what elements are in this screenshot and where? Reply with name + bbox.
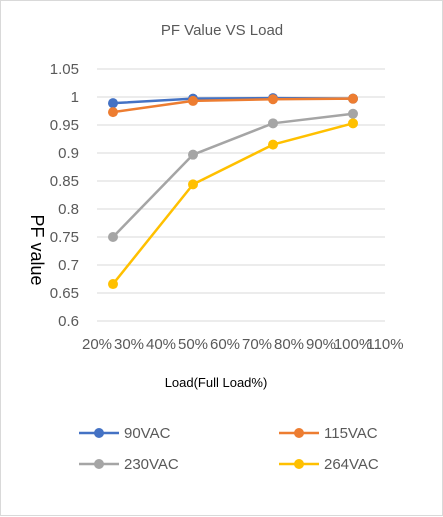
data-point-230VAC-75	[268, 118, 278, 129]
data-point-230VAC-25	[108, 232, 118, 242]
legend-entry: 264VAC	[279, 456, 379, 473]
y-tick-label: 0.6	[58, 313, 79, 330]
data-point-115VAC-50	[188, 95, 198, 106]
y-tick-label: 0.75	[50, 229, 79, 246]
x-tick-label: 100%	[334, 336, 372, 353]
legend-entry: 90VAC	[79, 425, 171, 442]
legend-label: 230VAC	[124, 456, 179, 473]
data-point-230VAC-100	[348, 108, 358, 119]
gridlines	[97, 68, 385, 322]
series-264VAC	[108, 118, 358, 290]
x-tick-label: 50%	[178, 336, 208, 353]
series-line-115VAC	[112, 97, 354, 114]
data-point-90VAC-25	[108, 98, 118, 109]
y-axis-tick-labels: 0.6 0.65 0.7 0.75 0.8 0.85 0.9 0.95 1 1.05	[50, 61, 79, 330]
data-point-264VAC-50	[188, 179, 198, 190]
series-line-264VAC	[112, 122, 354, 285]
legend: 90VAC 115VAC 230VAC 264VAC	[79, 425, 379, 473]
data-point-115VAC-100	[348, 93, 358, 104]
y-tick-label: 0.85	[50, 173, 79, 190]
y-tick-label: 1.05	[50, 61, 79, 78]
legend-label: 264VAC	[324, 456, 379, 473]
data-point-115VAC-75	[268, 94, 278, 105]
data-point-264VAC-100	[348, 118, 358, 129]
legend-marker	[294, 459, 304, 469]
legend-marker	[94, 459, 104, 469]
y-tick-label: 0.8	[58, 201, 79, 218]
legend-label: 90VAC	[124, 425, 171, 442]
y-axis-title: PF value	[27, 214, 47, 285]
x-tick-label: 110%	[366, 336, 403, 353]
x-tick-label: 90%	[306, 336, 336, 353]
x-tick-label: 30%	[114, 336, 144, 353]
legend-entry: 230VAC	[79, 456, 179, 473]
legend-marker	[294, 428, 304, 438]
x-tick-label: 70%	[242, 336, 272, 353]
data-point-115VAC-25	[108, 107, 118, 118]
data-point-264VAC-75	[268, 139, 278, 150]
y-tick-label: 0.9	[58, 145, 79, 162]
y-tick-label: 0.95	[50, 117, 79, 134]
x-tick-label: 40%	[146, 336, 176, 353]
y-tick-label: 1	[71, 89, 79, 106]
x-tick-label: 60%	[210, 336, 240, 353]
legend-label: 115VAC	[324, 425, 378, 442]
data-point-264VAC-25	[108, 279, 118, 290]
x-axis-tick-labels: 20% 30% 40% 50% 60% 70% 80% 90%100%110%	[82, 336, 404, 353]
series-group	[108, 93, 358, 290]
series-230VAC	[108, 108, 358, 242]
series-line-230VAC	[112, 112, 354, 238]
x-tick-label: 80%	[274, 336, 304, 353]
x-axis-title: Load(Full Load%)	[165, 375, 268, 390]
y-tick-label: 0.65	[50, 285, 79, 302]
data-point-230VAC-50	[188, 149, 198, 160]
y-tick-label: 0.7	[58, 257, 79, 274]
legend-entry: 115VAC	[279, 425, 378, 442]
legend-marker	[94, 428, 104, 438]
chart-title: PF Value VS Load	[161, 22, 283, 39]
x-tick-label: 20%	[82, 336, 112, 353]
series-115VAC	[108, 93, 358, 118]
